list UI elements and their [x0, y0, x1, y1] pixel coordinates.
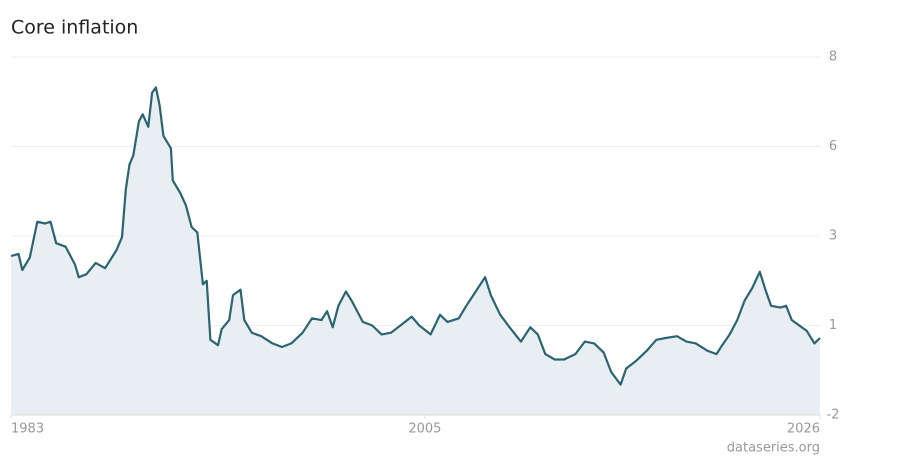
x-tick-label: 1983	[11, 422, 44, 437]
x-tick-label: 2026	[787, 422, 820, 437]
y-tick-label: 6	[829, 139, 837, 154]
source: dataseries.org	[727, 441, 820, 456]
y-tick-label: 3	[829, 229, 837, 244]
area	[11, 87, 820, 416]
y-tick-label: -2	[827, 408, 840, 423]
x-tick-label: 2005	[408, 422, 441, 437]
y-tick-label: 1	[829, 318, 837, 333]
y-tick-label: 8	[829, 50, 837, 65]
chart-title: Core inflation	[11, 17, 138, 39]
line	[10, 86, 821, 386]
